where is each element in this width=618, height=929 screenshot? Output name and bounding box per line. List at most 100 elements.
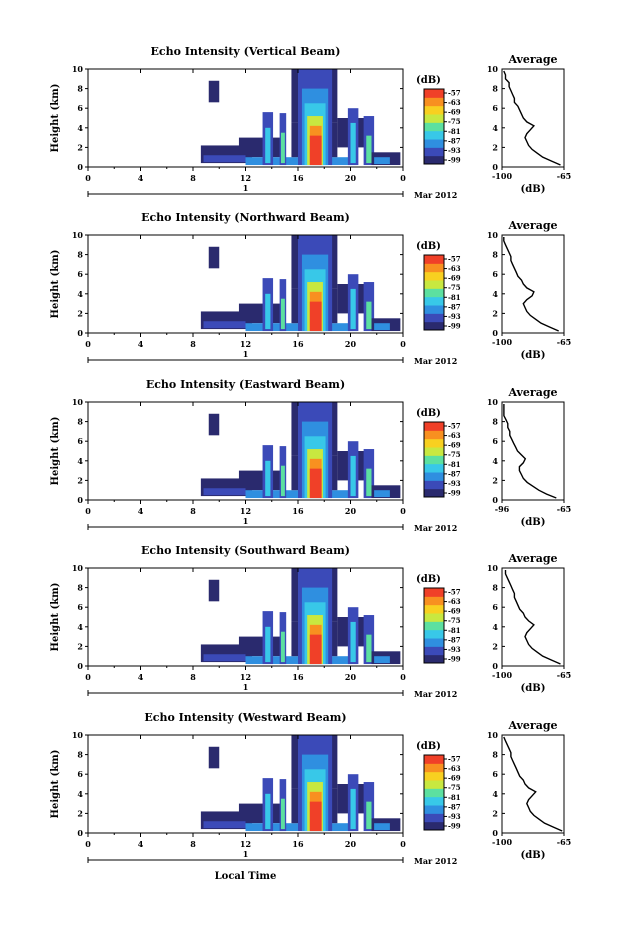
panel-2-profile-ytick-2: 4 xyxy=(492,289,498,299)
panel-3-echo-cell-17 xyxy=(309,468,322,499)
panel-4-colorbar-seg-5 xyxy=(424,613,444,622)
panel-4-ytick-1: 2 xyxy=(77,641,83,651)
panel-3-profile-ytick-4: 8 xyxy=(492,417,498,427)
panel-3-xtick-2: 8 xyxy=(190,506,196,516)
panel-5-colorbar-seg-8 xyxy=(424,755,444,764)
panel-1-ytick-2: 4 xyxy=(77,123,83,133)
panel-2-colorbar-tick-4: -81 xyxy=(448,293,461,302)
panel-1-colorbar-seg-0 xyxy=(424,155,444,165)
panel-1-colorbar-seg-3 xyxy=(424,130,444,140)
panel-5-echo-cell-20 xyxy=(350,788,356,830)
panel-3-profile-frame xyxy=(501,401,565,501)
panel-2-colorbar-frame xyxy=(423,254,445,331)
panel-3-ytick-4: 8 xyxy=(77,417,83,427)
panel-4-title: Echo Intensity (Southward Beam) xyxy=(141,544,350,557)
panel-4-colorbar-tick-6: -93 xyxy=(448,645,461,654)
panel-5-xtick-2: 8 xyxy=(190,839,196,849)
panel-1-echo-cell-3 xyxy=(238,137,285,158)
panel-2-colorbar-seg-7 xyxy=(424,263,444,273)
panel-2-xtick-2: 8 xyxy=(190,339,196,349)
panel-1-xtick-5: 20 xyxy=(345,173,357,183)
panel-1-echo-cell-7 xyxy=(265,127,271,164)
panel-1-profile-ytick-3: 6 xyxy=(492,103,498,113)
panel-1-ytick-5: 10 xyxy=(72,64,84,74)
panel-2-profile-ytick-1: 2 xyxy=(492,308,498,318)
panel-1-profile-ytick-1: 2 xyxy=(492,142,498,152)
panel-1-ytick-4: 8 xyxy=(77,84,83,94)
panel-4-colorbar-tick-1: -63 xyxy=(448,597,461,606)
panel-5-xtick-4: 16 xyxy=(292,839,304,849)
panel-4-xtick-4: 16 xyxy=(292,672,304,682)
panel-3-colorbar-tick-2: -69 xyxy=(448,441,461,450)
panel-1-profile-frame xyxy=(501,68,565,168)
panel-3-echo-cell-1 xyxy=(208,413,220,436)
panel-4-ytick-0: 0 xyxy=(77,661,83,671)
panel-1-profile-xtick-1: -65 xyxy=(557,171,571,181)
panel-3-ytick-0: 0 xyxy=(77,495,83,505)
panel-3-colorbar-seg-5 xyxy=(424,447,444,456)
panel-1-echo-cell-1 xyxy=(208,80,220,103)
panel-3-profile-ytick-1: 2 xyxy=(492,475,498,485)
panel-5-profile-ytick-1: 2 xyxy=(492,808,498,818)
panel-4-colorbar-seg-4 xyxy=(424,621,444,631)
panel-2-profile-title: Average xyxy=(507,219,557,232)
panel-2-profile-xtick-0: -100 xyxy=(492,337,512,347)
panel-3-echo-cell-7 xyxy=(265,460,271,497)
panel-4-echo-cell-24 xyxy=(374,656,390,664)
panel-2-colorbar-tick-7: -99 xyxy=(448,322,461,331)
panel-2-colorbar-tick-2: -69 xyxy=(448,274,461,283)
panel-3-profile-xlabel: (dB) xyxy=(521,517,546,528)
panel-2-xtick-3: 12 xyxy=(240,339,251,349)
panel-4-profile-line xyxy=(504,570,561,665)
panel-2-colorbar-seg-1 xyxy=(424,313,444,323)
panel-2-echo-cell-9 xyxy=(280,298,285,330)
panel-5-echo-cell-4 xyxy=(203,821,246,829)
panel-2-colorbar-tick-5: -87 xyxy=(448,302,461,311)
panel-1-xtick-6: 0 xyxy=(400,173,406,183)
panel-5-colorbar-seg-3 xyxy=(424,796,444,806)
panel-5-colorbar-tick-0: -57 xyxy=(448,755,461,764)
panel-4-colorbar-tick-2: -69 xyxy=(448,607,461,616)
panel-4-echo-cell-3 xyxy=(238,636,285,657)
panel-4-date-label: Mar 2012 xyxy=(414,689,457,699)
panel-5-profile-ytick-0: 0 xyxy=(492,828,498,838)
panel-1-colorbar-seg-6 xyxy=(424,105,444,115)
panel-3-echo-cell-4 xyxy=(203,488,246,496)
panel-1-xtick-2: 8 xyxy=(190,173,196,183)
panel-1-profile-ytick-5: 10 xyxy=(487,64,499,74)
panel-4-profile-ytick-5: 10 xyxy=(487,563,499,573)
panel-2-colorbar-seg-0 xyxy=(424,321,444,331)
panel-1-echo-cell-20 xyxy=(350,122,356,164)
panel-1-ylabel: Height (km) xyxy=(50,84,61,153)
panel-4-date-day: 1 xyxy=(243,682,249,692)
panel-5-date-day: 1 xyxy=(243,849,249,859)
panel-4-colorbar-tick-5: -87 xyxy=(448,635,461,644)
panel-5-colorbar-tick-5: -87 xyxy=(448,802,461,811)
panel-1-colorbar-tick-1: -63 xyxy=(448,98,461,107)
panel-3-title: Echo Intensity (Eastward Beam) xyxy=(146,378,345,391)
panel-5-ytick-0: 0 xyxy=(77,828,83,838)
panel-1-colorbar-tick-5: -87 xyxy=(448,136,461,145)
panel-5-echo-field xyxy=(200,735,401,832)
panel-5-colorbar-tick-4: -81 xyxy=(448,793,461,802)
panel-2-colorbar-seg-5 xyxy=(424,280,444,289)
panel-5-colorbar-seg-1 xyxy=(424,813,444,823)
panel-3-profile-ytick-2: 4 xyxy=(492,456,498,466)
panel-1-colorbar-tick-3: -75 xyxy=(448,117,461,126)
panel-4-echo-cell-17 xyxy=(309,634,322,665)
panel-3-colorbar-seg-8 xyxy=(424,422,444,431)
panel-1-echo-cell-4 xyxy=(203,155,246,163)
panel-2-colorbar-seg-3 xyxy=(424,296,444,306)
panel-3-colorbar-seg-0 xyxy=(424,488,444,498)
panel-3-ylabel: Height (km) xyxy=(50,417,61,486)
panel-2-colorbar-tick-6: -93 xyxy=(448,312,461,321)
panel-1-ytick-3: 6 xyxy=(77,103,83,113)
panel-4-ylabel: Height (km) xyxy=(50,583,61,652)
panel-4-xtick-0: 0 xyxy=(85,672,91,682)
panel-1-echo-cell-24 xyxy=(374,157,390,165)
panel-5-colorbar-tick-6: -93 xyxy=(448,812,461,821)
panel-4-colorbar-unit: (dB) xyxy=(416,574,441,585)
panel-1-xtick-0: 0 xyxy=(85,173,91,183)
panel-5-colorbar-unit: (dB) xyxy=(416,741,441,752)
panel-3-echo-cell-9 xyxy=(280,465,285,497)
